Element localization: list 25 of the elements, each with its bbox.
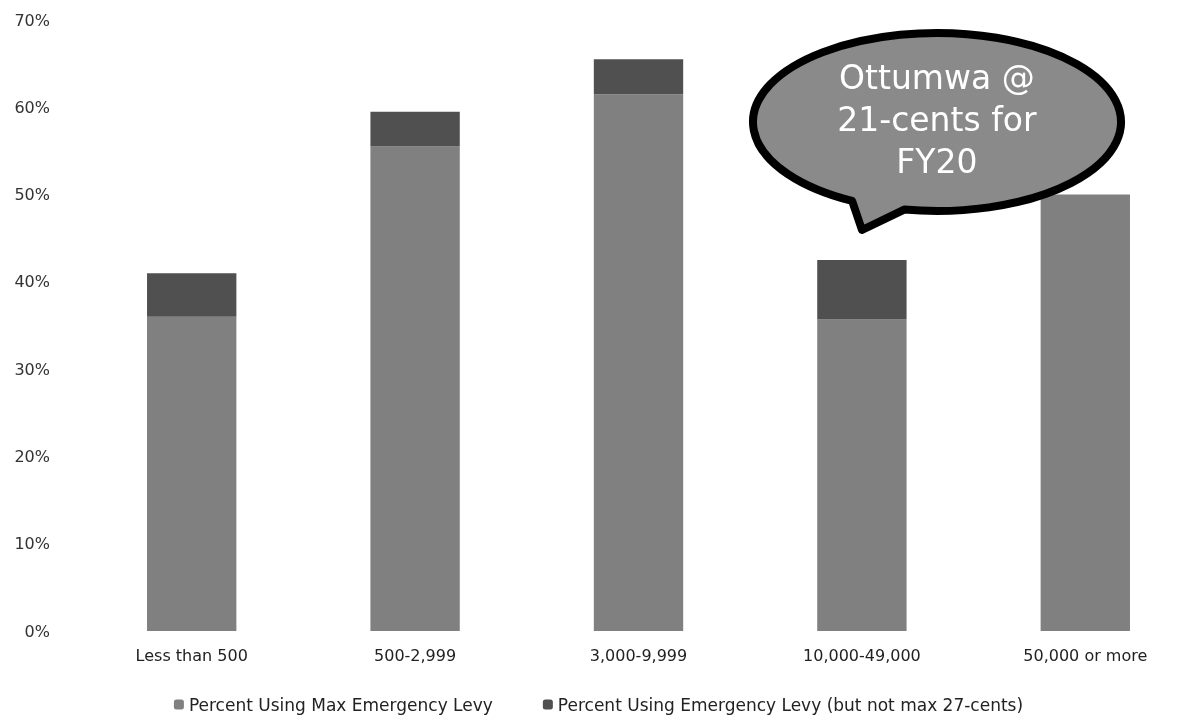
legend-label: Percent Using Emergency Levy (but not max 27-cents)	[557, 694, 1024, 715]
y-tick-label: 0%	[24, 621, 50, 641]
bar	[370, 146, 460, 631]
bar	[147, 316, 237, 631]
bar	[147, 273, 237, 317]
x-tick-label: 3,000-9,999	[589, 645, 688, 665]
x-tick-label: 10,000-49,000	[803, 645, 921, 665]
bar	[1040, 194, 1130, 631]
bar	[593, 94, 684, 631]
y-tick-label: 50%	[14, 185, 50, 205]
legend-label: Percent Using Max Emergency Levy	[188, 694, 493, 715]
x-tick-label: 50,000 or more	[1023, 645, 1148, 665]
y-tick-label: 70%	[14, 10, 50, 30]
bar	[817, 260, 907, 320]
annotation: Ottumwa @ 21-cents for FY20	[836, 57, 1038, 184]
x-tick-label: 500-2,999	[374, 645, 457, 665]
bar	[370, 111, 460, 147]
y-tick-label: 30%	[14, 359, 50, 379]
y-tick-label: 20%	[14, 446, 50, 466]
bar	[817, 319, 907, 631]
y-tick-label: 10%	[14, 534, 50, 554]
y-tick-label: 40%	[14, 272, 50, 292]
x-tick-label: Less than 500	[135, 645, 248, 665]
bar	[593, 59, 684, 95]
y-tick-label: 60%	[14, 97, 50, 117]
